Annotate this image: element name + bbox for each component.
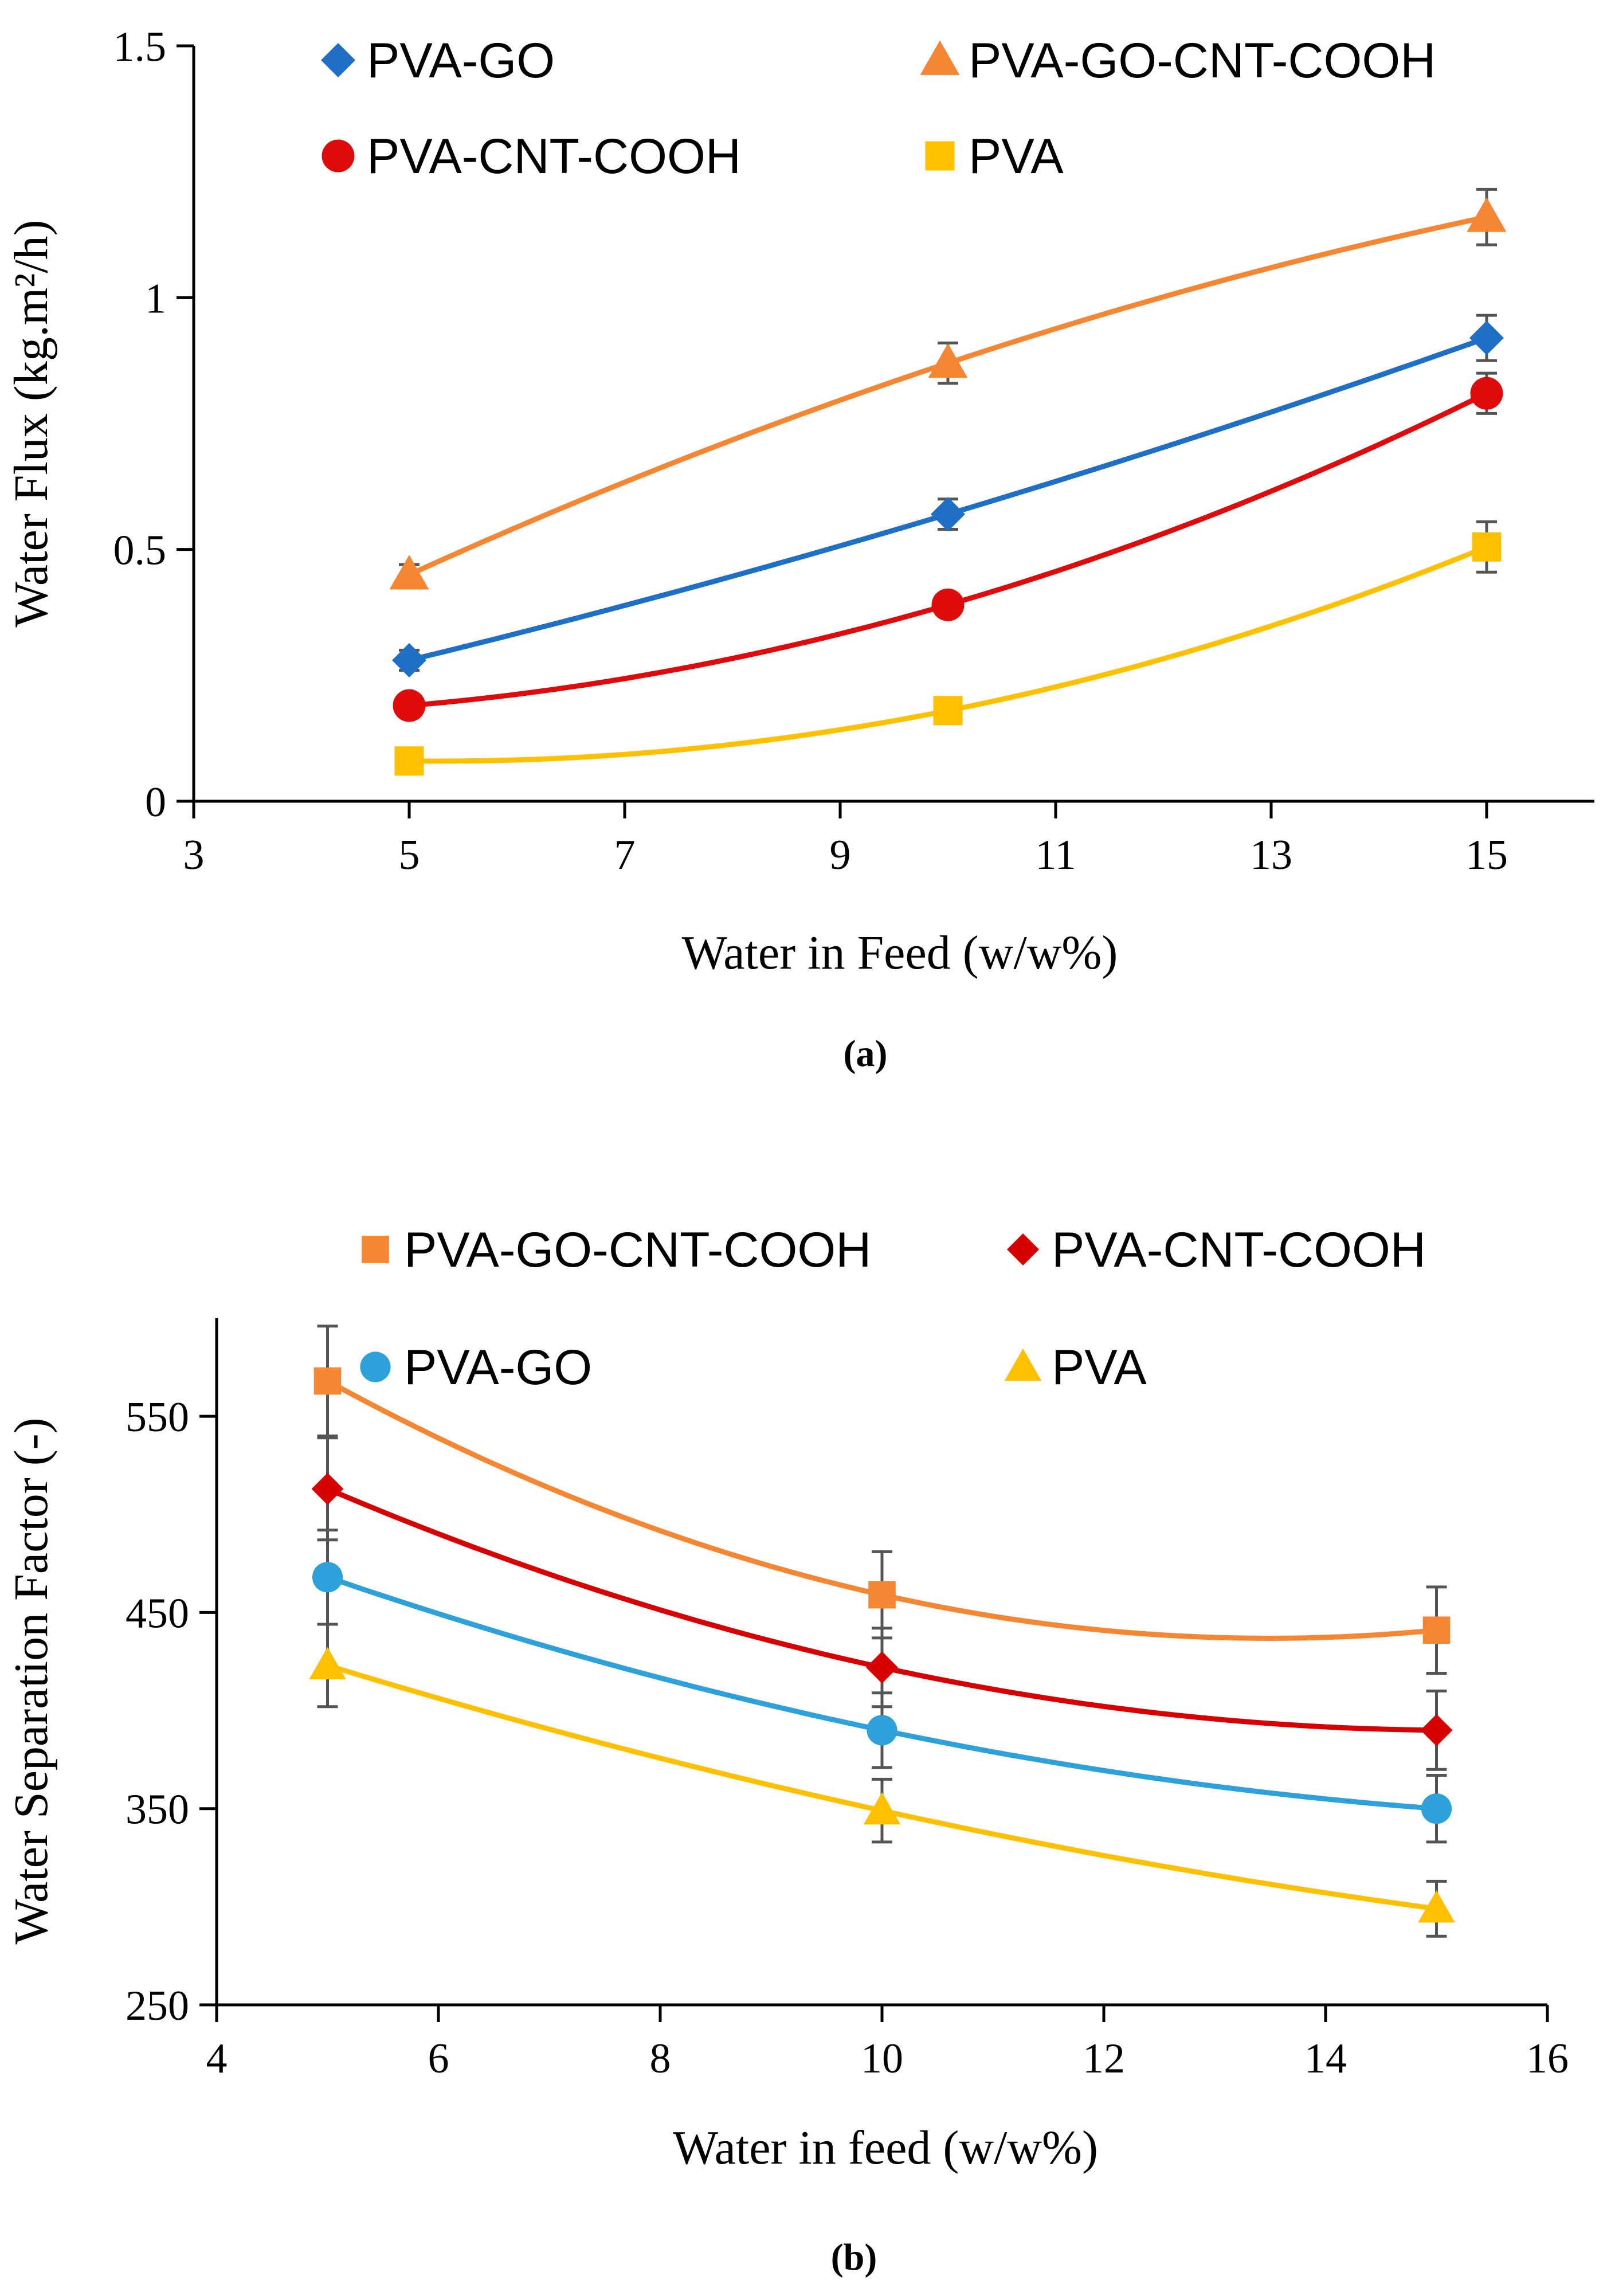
legend-label: PVA <box>969 129 1064 184</box>
data-point <box>866 1651 898 1684</box>
y-tick-label: 0 <box>145 779 166 826</box>
data-point <box>1467 197 1507 232</box>
x-tick-label: 15 <box>1465 832 1508 879</box>
legend-label: PVA-GO <box>404 1340 592 1395</box>
data-point <box>867 1715 897 1746</box>
panel-label: (a) <box>844 1033 888 1075</box>
x-axis-label: Water in feed (w/w%) <box>673 2121 1098 2174</box>
legend-item: PVA-GO <box>360 1340 592 1395</box>
x-tick-label: 7 <box>614 832 636 879</box>
data-point <box>928 343 968 378</box>
data-point <box>1469 320 1504 355</box>
x-tick-label: 5 <box>399 832 420 879</box>
y-axis-label: Water Flux (kg.m²/h) <box>5 220 58 627</box>
data-point <box>1472 532 1502 562</box>
legend-item: PVA <box>1004 1340 1147 1395</box>
legend-marker <box>321 43 355 77</box>
legend-marker <box>360 1351 391 1382</box>
panel-label: (b) <box>831 2236 877 2278</box>
data-point <box>863 1792 901 1825</box>
data-point <box>868 1581 896 1609</box>
legend-item: PVA-GO-CNT-COOH <box>362 1223 871 1278</box>
legend-item: PVA-CNT-COOH <box>1007 1223 1426 1278</box>
data-point <box>313 1367 342 1395</box>
data-point <box>1421 1793 1452 1824</box>
legend-label: PVA-GO <box>367 33 555 88</box>
legend-marker <box>322 139 355 173</box>
legend-label: PVA-GO-CNT-COOH <box>969 33 1436 88</box>
x-tick-label: 13 <box>1250 832 1292 879</box>
legend-label: PVA-GO-CNT-COOH <box>404 1223 871 1278</box>
x-tick-label: 3 <box>183 832 205 879</box>
data-point <box>931 497 965 532</box>
data-point <box>394 746 424 776</box>
legend-marker <box>1004 1348 1042 1381</box>
legend-item: PVA-CNT-COOH <box>322 129 741 184</box>
legend-item: PVA-GO-CNT-COOH <box>920 33 1436 88</box>
legend-label: PVA-CNT-COOH <box>1052 1223 1426 1278</box>
y-tick-label: 1 <box>145 275 166 322</box>
x-tick-label: 4 <box>206 2035 228 2082</box>
y-tick-label: 350 <box>126 1786 189 1833</box>
x-tick-label: 8 <box>650 2035 671 2082</box>
legend-marker <box>925 141 955 171</box>
y-tick-label: 450 <box>126 1590 189 1637</box>
y-tick-label: 250 <box>126 1982 189 2029</box>
legend: PVA-GO-CNT-COOH PVA-CNT-COOH PVA-GO PVA <box>360 1223 1426 1395</box>
x-tick-label: 12 <box>1083 2035 1125 2082</box>
x-tick-label: 11 <box>1035 832 1076 879</box>
legend-item: PVA-GO <box>321 33 555 88</box>
data-point <box>393 689 426 722</box>
x-tick-label: 9 <box>830 832 851 879</box>
data-point <box>311 1472 344 1505</box>
legend-item: PVA <box>925 129 1064 184</box>
data-point <box>1420 1714 1453 1746</box>
y-tick-label: 0.5 <box>113 527 167 574</box>
x-tick-label: 10 <box>861 2035 903 2082</box>
x-tick-label: 6 <box>428 2035 449 2082</box>
data-point <box>392 642 426 677</box>
legend-marker <box>920 40 960 75</box>
legend-label: PVA <box>1052 1340 1147 1395</box>
x-axis-label: Water in Feed (w/w%) <box>682 926 1118 979</box>
legend: PVA-GO PVA-GO-CNT-COOH PVA-CNT-COOH PVA <box>321 33 1436 184</box>
data-point <box>389 555 429 590</box>
data-point <box>1470 377 1503 410</box>
chart-separation-factor: 4 6 8 10 12 14 16 250 350 450 550 Water in feed (w… <box>5 1223 1569 2278</box>
legend-marker <box>1007 1233 1039 1265</box>
x-tick-label: 16 <box>1526 2035 1569 2082</box>
x-tick-label: 14 <box>1304 2035 1347 2082</box>
y-axis-label: Water Separation Factor (-) <box>5 1417 58 1944</box>
legend-marker <box>362 1236 389 1263</box>
data-point <box>312 1562 343 1593</box>
data-point <box>309 1647 346 1679</box>
data-point <box>933 696 963 726</box>
y-tick-label: 1.5 <box>113 23 167 70</box>
data-point <box>931 588 965 621</box>
legend-label: PVA-CNT-COOH <box>367 129 741 184</box>
y-tick-label: 550 <box>126 1394 189 1441</box>
data-point <box>1422 1616 1451 1644</box>
data-point <box>1418 1890 1455 1923</box>
